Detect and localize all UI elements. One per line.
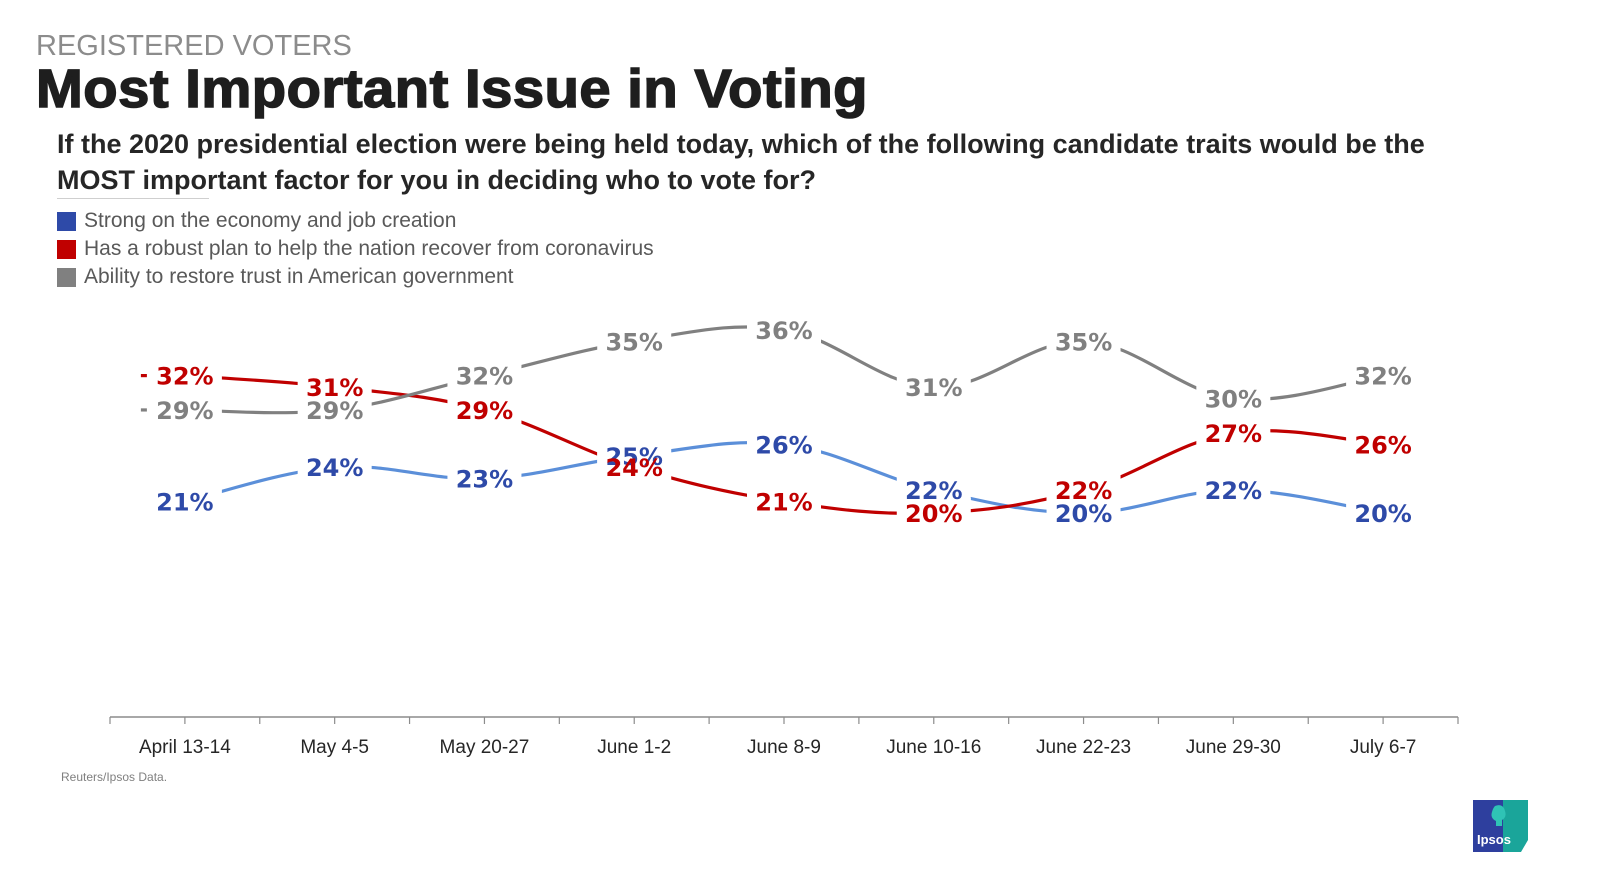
legend-item-trust: Ability to restore trust in American gov…: [57, 263, 654, 291]
source-note: Reuters/Ipsos Data.: [61, 770, 168, 784]
ipsos-logo: Ipsos: [1473, 800, 1528, 852]
series-line-economy: [184, 440, 1384, 515]
x-tick-label: April 13-14: [139, 737, 231, 758]
data-label-coronavirus: 32%: [156, 363, 213, 391]
x-tick-label: June 1-2: [597, 737, 671, 758]
data-label-coronavirus: 21%: [755, 489, 812, 517]
data-label-economy: 20%: [1055, 500, 1112, 528]
data-label-economy: 21%: [156, 489, 213, 517]
series-line-coronavirus: [184, 374, 1384, 516]
legend-label: Ability to restore trust in American gov…: [84, 265, 514, 288]
data-label-coronavirus: 20%: [905, 500, 962, 528]
data-label-economy: 22%: [905, 477, 962, 505]
legend-label: Has a robust plan to help the nation rec…: [84, 237, 654, 260]
data-label-coronavirus: 27%: [1205, 420, 1262, 448]
x-tick-label: July 6-7: [1350, 737, 1417, 758]
data-label-economy: 20%: [1354, 500, 1411, 528]
data-label-coronavirus: 22%: [1055, 477, 1112, 505]
legend-item-economy: Strong on the economy and job creation: [57, 207, 654, 235]
x-tick-label: May 20-27: [440, 737, 530, 758]
data-label-trust: 32%: [1354, 363, 1411, 391]
legend: Strong on the economy and job creation H…: [57, 207, 654, 291]
data-label-coronavirus: 26%: [1354, 431, 1411, 459]
data-label-trust: 32%: [456, 363, 513, 391]
logo-text: Ipsos: [1477, 832, 1511, 847]
data-label-trust: 30%: [1205, 386, 1262, 414]
x-tick-label: June 29-30: [1186, 737, 1281, 758]
x-tick-label: June 8-9: [747, 737, 821, 758]
divider: [57, 198, 209, 199]
page-title: Most Important Issue in Voting: [35, 58, 869, 120]
data-label-coronavirus: 31%: [306, 374, 363, 402]
data-label-trust: 31%: [905, 374, 962, 402]
data-label-trust: 36%: [755, 317, 812, 345]
data-label-coronavirus: 24%: [605, 454, 662, 482]
legend-swatch-trust: [57, 267, 76, 287]
x-tick-label: May 4-5: [300, 737, 369, 758]
kicker: REGISTERED VOTERS: [36, 30, 352, 62]
data-label-coronavirus: 29%: [456, 397, 513, 425]
legend-swatch-economy: [57, 211, 76, 231]
legend-swatch-coronavirus: [57, 239, 76, 259]
series-line-trust: [184, 325, 1384, 415]
data-label-trust: 29%: [306, 397, 363, 425]
x-tick-label: June 22-23: [1036, 737, 1131, 758]
data-label-economy: 26%: [755, 431, 812, 459]
data-label-trust: 29%: [156, 397, 213, 425]
data-label-trust: 35%: [1055, 328, 1112, 356]
data-label-economy: 24%: [306, 454, 363, 482]
survey-question: If the 2020 presidential election were b…: [57, 129, 1425, 195]
data-label-economy: 23%: [456, 466, 513, 494]
data-label-trust: 35%: [605, 328, 662, 356]
x-tick-label: June 10-16: [886, 737, 981, 758]
legend-label: Strong on the economy and job creation: [84, 209, 457, 232]
legend-item-coronavirus: Has a robust plan to help the nation rec…: [57, 235, 654, 263]
data-label-economy: 25%: [605, 443, 662, 471]
data-label-economy: 22%: [1205, 477, 1262, 505]
